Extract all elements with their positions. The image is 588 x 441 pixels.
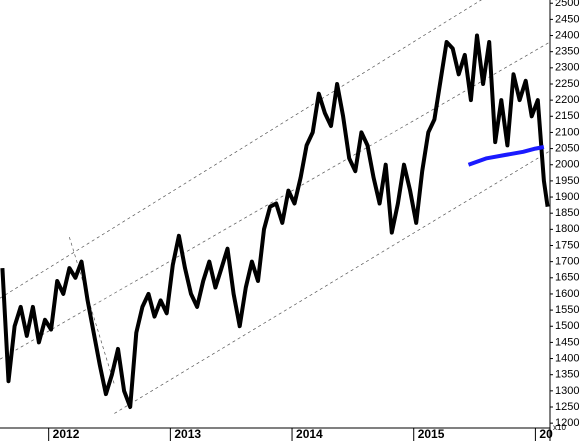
- y-tick-label: 1750: [555, 239, 579, 251]
- y-tick-label: 1950: [555, 175, 579, 187]
- y-tick-label: 2250: [555, 78, 579, 90]
- y-tick-label: 2300: [555, 62, 579, 74]
- y-tick-label: 1350: [555, 369, 579, 381]
- y-tick-label: 2450: [555, 13, 579, 25]
- price-line: [467, 145, 545, 167]
- y-tick-label: 1450: [555, 336, 579, 348]
- y-tick-label: 1300: [555, 385, 579, 397]
- x-tick-label: 20: [539, 427, 553, 441]
- y-tick-label: 1800: [555, 223, 579, 235]
- y-tick-label: 2100: [555, 126, 579, 138]
- y-tick-label: 1700: [555, 256, 579, 268]
- y-tick-label: 1400: [555, 352, 579, 364]
- x-tick-label: 2012: [53, 427, 80, 441]
- price-line: [0, 33, 550, 409]
- x-tick-label: 2013: [174, 427, 201, 441]
- x-tick-label: 2015: [418, 427, 445, 441]
- y-tick-label: 1250: [555, 401, 579, 413]
- y-tick-label: 1600: [555, 288, 579, 300]
- y-tick-label: 1200: [555, 417, 579, 429]
- trendline: [0, 0, 482, 299]
- y-tick-label: 2200: [555, 94, 579, 106]
- y-tick-label: 2400: [555, 29, 579, 41]
- y-tick-label: 1500: [555, 320, 579, 332]
- axis-note: x10: [553, 423, 566, 432]
- y-tick-label: 1650: [555, 272, 579, 284]
- y-tick-label: 2500: [555, 0, 579, 9]
- y-tick-label: 1550: [555, 304, 579, 316]
- x-tick-label: 2014: [296, 427, 323, 441]
- y-tick-label: 2000: [555, 159, 579, 171]
- trendline: [114, 150, 550, 414]
- y-tick-label: 2150: [555, 110, 579, 122]
- y-tick-label: 1850: [555, 207, 579, 219]
- plot-area: [0, 0, 550, 414]
- trendline: [69, 236, 115, 385]
- y-tick-label: 2350: [555, 46, 579, 58]
- y-tick-label: 1900: [555, 191, 579, 203]
- y-tick-label: 2050: [555, 142, 579, 154]
- trendline: [0, 41, 550, 360]
